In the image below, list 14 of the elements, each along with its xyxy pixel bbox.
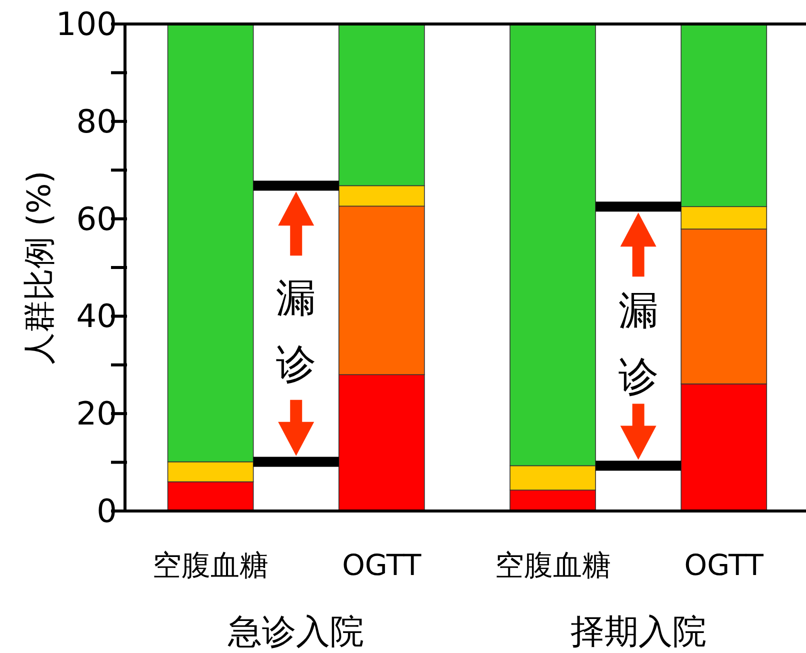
y-axis-title: 人群比例 (%)	[20, 170, 58, 364]
x-tick-label: 空腹血糖	[152, 548, 269, 582]
y-tick-label: 80	[76, 102, 117, 140]
annotation: 漏诊	[276, 276, 316, 388]
text: 择期入院	[570, 612, 706, 652]
y-tick-label: 40	[76, 297, 117, 336]
x-tick-label: OGTT	[684, 548, 764, 582]
y-tick-label: 100	[56, 5, 117, 43]
text: 急诊入院	[227, 612, 364, 652]
x-tick-label: 空腹血糖	[494, 548, 611, 582]
y-tick-label: 20	[76, 394, 117, 433]
x-tick-label: OGTT	[342, 548, 422, 582]
y-tick-label: 60	[76, 200, 117, 238]
annotation: 漏诊	[618, 288, 658, 400]
